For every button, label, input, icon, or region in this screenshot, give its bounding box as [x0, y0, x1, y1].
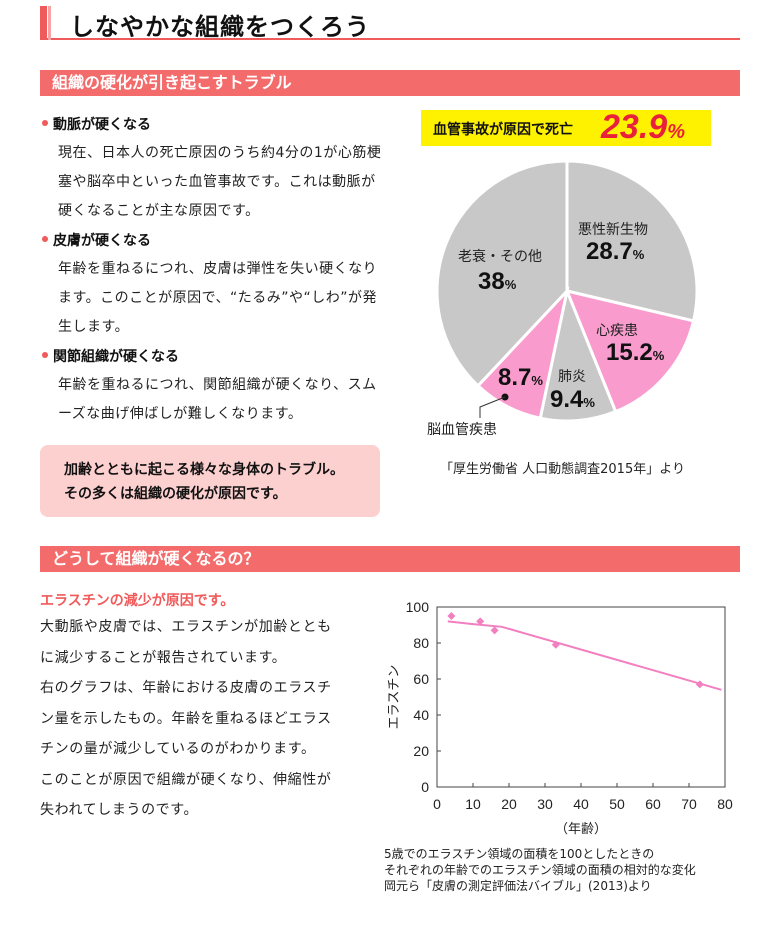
pie-slice-4 [435, 159, 569, 388]
section2-paragraph-1: 大動脈や皮膚では、エラスチンが加齢とともに減少することが報告されています。 [40, 619, 332, 666]
section2-header: どうして組織が硬くなるの？ [40, 546, 740, 572]
bullet-dot-icon [42, 352, 48, 358]
elastin-data-point-3 [551, 640, 560, 649]
item1-heading: 動脈が硬くなる [42, 114, 151, 134]
pie-unit-stroke: % [531, 373, 543, 388]
item1-heading-text: 動脈が硬くなる [53, 117, 151, 133]
x-tick-label: 80 [717, 796, 733, 812]
pie-slice-1 [564, 288, 696, 414]
section2-paragraph-2: 右のグラフは、年齢における皮膚のエラスチン量を示したもの。年齢を重ねるほどエラス… [40, 680, 332, 757]
pie-label-pneumonia: 肺炎 [558, 369, 586, 385]
pie-unit-heart: % [652, 348, 665, 363]
elastin-data-point-4 [695, 680, 704, 689]
cause-of-death-pie-chart [435, 159, 699, 423]
chart-footnote: 5歳でのエラスチン領域の面積を100としたときの それぞれの年齢でのエラスチン領… [384, 846, 696, 894]
item2-heading: 皮膚が硬くなる [42, 230, 151, 250]
pie-label-cancer: 悪性新生物 [578, 222, 648, 238]
item2-body: 年齢を重ねるにつれ、皮膚は弾性を失い硬くなり ます。このことが原因で、“たるみ”… [58, 261, 378, 335]
x-tick-label: 50 [609, 796, 625, 812]
bullet-dot-icon [42, 236, 48, 242]
y-tick-label: 80 [413, 635, 429, 651]
pie-label-other: 老衰・その他 [458, 249, 542, 265]
y-tick-label: 100 [406, 599, 430, 615]
page-title: しなやかな組織をつくろう [70, 12, 370, 41]
x-tick-label: 60 [645, 796, 661, 812]
section2-subheading: エラスチンの減少が原因です。 [40, 593, 235, 609]
elastin-data-point-2 [490, 626, 499, 635]
pie-unit-other: % [504, 277, 517, 292]
elastin-data-point-0 [447, 612, 456, 620]
pie-value-pneumonia-number: 9.4 [550, 386, 584, 413]
x-tick-label: 40 [573, 796, 589, 812]
title-accent-bar [40, 6, 47, 40]
chart-note-line2: それぞれの年齢でのエラスチン領域の面積の相対的な変化 [384, 863, 696, 877]
pie-value-stroke-number: 8.7 [498, 364, 532, 391]
bullet-dot-icon [42, 120, 48, 126]
elastin-age-chart: 0 20 40 60 80 100 0 10 20 30 40 50 60 70 80 （年齢） エラスチン [387, 599, 733, 837]
vascular-death-banner: 血管事故が原因で死亡 23.9% [421, 108, 711, 147]
chart-note-line3: 岡元ら「皮膚の測定評価法バイブル」(2013)より [384, 879, 652, 893]
summary-note-box: 加齢とともに起こる様々な身体のトラブル。 その多くは組織の硬化が原因です。 [40, 445, 380, 517]
vascular-death-number: 23.9 [601, 108, 668, 146]
elastin-trend-line [447, 620, 722, 691]
chart-frame [436, 606, 726, 788]
item2-heading-text: 皮膚が硬くなる [53, 233, 151, 249]
pie-value-other-number: 38 [478, 268, 505, 295]
vascular-death-value: 23.9% [601, 108, 685, 147]
pie-label-heart: 心疾患 [596, 323, 638, 339]
section2-paragraph-3: このことが原因で組織が硬くなり、伸縮性が失われてしまうのです。 [40, 771, 332, 819]
pie-value-other: 38% [478, 268, 516, 296]
y-tick-label: 20 [413, 743, 429, 759]
chart-note-line1: 5歳でのエラスチン領域の面積を100としたときの [384, 847, 655, 861]
pie-value-heart-number: 15.2 [606, 339, 653, 366]
item3-body: 年齢を重ねるにつれ、関節組織が硬くなり、スムーズな曲げ伸ばしが難しくなります。 [58, 377, 377, 422]
y-axis-label: エラスチン [387, 665, 402, 730]
pie-value-heart: 15.2% [606, 339, 664, 367]
title-accent-bar-light [48, 6, 51, 40]
y-tick-label: 0 [421, 779, 429, 795]
x-tick-label: 70 [681, 796, 697, 812]
elastin-data-point-1 [476, 617, 485, 626]
x-axis-label: （年齢） [555, 822, 607, 837]
item1-body: 現在、日本人の死亡原因のうち約4分の1が心筋梗塞や脳卒中といった血管事故です。こ… [58, 145, 382, 219]
pie-value-cancer-number: 28.7 [586, 238, 633, 265]
vascular-death-unit: % [667, 121, 685, 143]
pie-value-pneumonia: 9.4% [550, 386, 595, 414]
x-tick-label: 30 [537, 796, 553, 812]
pie-unit-cancer: % [632, 247, 645, 262]
item3-heading-text: 関節組織が硬くなる [53, 349, 179, 365]
pie-value-stroke: 8.7% [498, 364, 543, 392]
x-tick-label: 20 [501, 796, 517, 812]
x-tick-label: 10 [465, 796, 481, 812]
stroke-leader-line [479, 396, 506, 418]
y-tick-label: 40 [413, 707, 429, 723]
summary-note-line2: その多くは組織の硬化が原因です。 [64, 486, 287, 502]
vascular-death-label: 血管事故が原因で死亡 [433, 122, 573, 138]
item3-heading: 関節組織が硬くなる [42, 346, 179, 366]
pie-value-cancer: 28.7% [586, 238, 644, 266]
summary-note-line1: 加齢とともに起こる様々な身体のトラブル。 [64, 462, 344, 478]
pie-slice-0 [565, 159, 699, 323]
y-tick-label: 60 [413, 671, 429, 687]
page-title-bar: しなやかな組織をつくろう [40, 6, 740, 41]
pie-unit-pneumonia: % [583, 395, 595, 410]
x-tick-label: 0 [433, 796, 441, 812]
pie-source: 「厚生労働省 人口動態調査2015年」より [440, 462, 685, 477]
section1-header: 組織の硬化が引き起こすトラブル [40, 70, 740, 96]
section2-body: 大動脈や皮膚では、エラスチンが加齢とともに減少することが報告されています。 右の… [40, 612, 340, 826]
pie-label-stroke: 脳血管疾患 [427, 422, 497, 438]
